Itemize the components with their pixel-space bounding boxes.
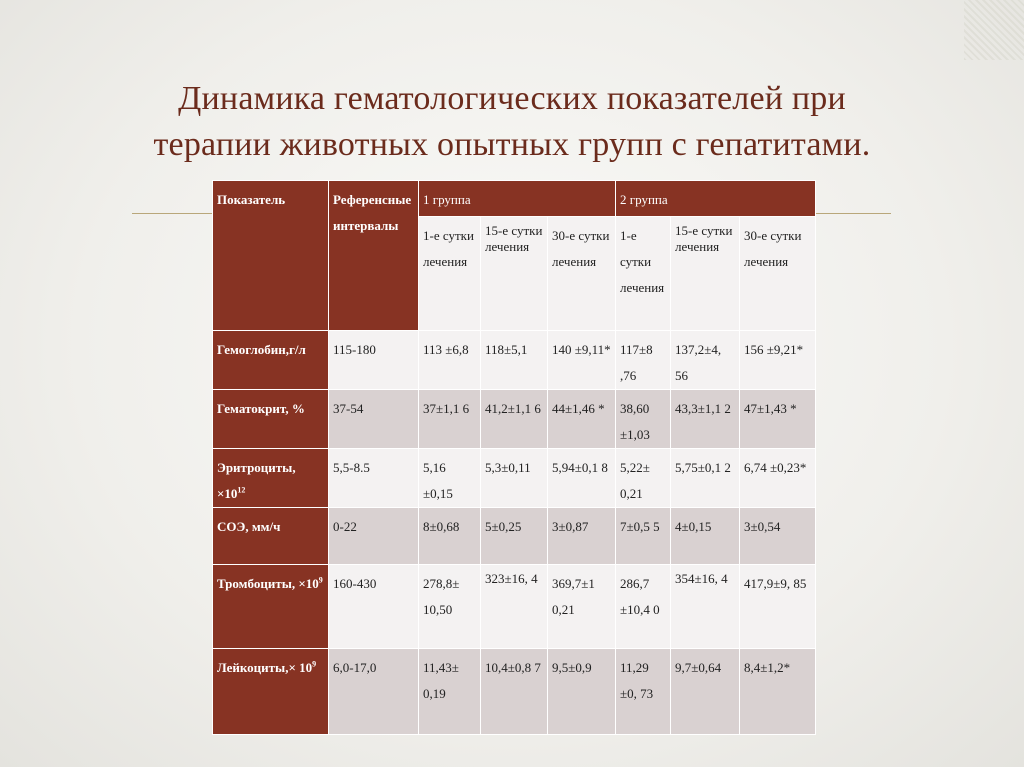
value-cell: 5,22± 0,21 [615, 448, 672, 508]
value-cell: 11,29 ±0, 73 [615, 648, 672, 735]
row-label: Эритроциты, ×1012 [212, 448, 329, 508]
value-cell: 117±8 ,76 [615, 330, 672, 390]
title-line-2: терапии животных опытных групп с гепатит… [153, 126, 871, 163]
value-cell: 7±0,5 5 [615, 507, 672, 565]
slide-title: Динамика гематологических показателей пр… [40, 76, 984, 168]
header-g2-day15: 15-е сутки лечения [670, 216, 741, 331]
header-g1-day1: 1-е сутки лечения [418, 216, 481, 331]
corner-texture [964, 0, 1024, 60]
title-rule-left [132, 213, 215, 214]
value-cell: 6,74 ±0,23* [739, 448, 817, 508]
reference-cell: 37-54 [328, 389, 419, 449]
value-cell: 5,16 ±0,15 [418, 448, 481, 508]
value-cell: 417,9±9, 85 [739, 564, 817, 649]
header-g2-day1: 1-е сутки лечения [615, 216, 672, 331]
reference-cell: 160-430 [328, 564, 419, 649]
value-cell: 5,75±0,1 2 [670, 448, 741, 508]
value-cell: 9,7±0,64 [670, 648, 741, 735]
value-cell: 37±1,1 6 [418, 389, 481, 449]
header-indicator: Показатель [212, 180, 329, 331]
value-cell: 5,3±0,11 [480, 448, 548, 508]
table-row: Лейкоциты,× 109 6,0-17,0 11,43± 0,19 10,… [212, 648, 817, 735]
value-cell: 3±0,87 [546, 507, 617, 565]
value-cell: 4±0,15 [670, 507, 741, 565]
value-cell: 43,3±1,1 2 [670, 389, 741, 449]
row-label-exponent: 9 [312, 659, 317, 669]
header-g1-day15: 15-е сутки лечения [480, 216, 548, 331]
value-cell: 286,7 ±10,4 0 [615, 564, 672, 649]
value-cell: 369,7±1 0,21 [546, 564, 617, 649]
row-label: СОЭ, мм/ч [212, 507, 329, 565]
value-cell: 10,4±0,8 7 [480, 648, 548, 735]
header-reference: Референсные интервалы [328, 180, 419, 331]
reference-cell: 5,5-8.5 [328, 448, 419, 508]
value-cell: 38,60 ±1,03 [615, 389, 672, 449]
row-label: Гемоглобин,г/л [212, 330, 329, 390]
value-cell: 354±16, 4 [670, 564, 741, 649]
table-row: СОЭ, мм/ч 0-22 8±0,68 5±0,25 3±0,87 7±0,… [212, 507, 817, 565]
value-cell: 156 ±9,21* [739, 330, 817, 390]
value-cell: 3±0,54 [739, 507, 817, 565]
header-group-1: 1 группа [417, 180, 617, 217]
value-cell: 5±0,25 [480, 507, 548, 565]
table-row: Эритроциты, ×1012 5,5-8.5 5,16 ±0,15 5,3… [212, 448, 817, 508]
header-g2-day30: 30-е сутки лечения [739, 216, 817, 331]
value-cell: 44±1,46 * [546, 389, 617, 449]
value-cell: 5,94±0,1 8 [546, 448, 617, 508]
value-cell: 41,2±1,1 6 [480, 389, 548, 449]
value-cell: 11,43± 0,19 [418, 648, 481, 735]
row-label-exponent: 12 [237, 485, 246, 495]
value-cell: 118±5,1 [480, 330, 548, 390]
row-label: Лейкоциты,× 109 [212, 648, 329, 735]
table-row: Тромбоциты, ×109 160-430 278,8± 10,50 32… [212, 564, 817, 649]
table-row: Гематокрит, % 37-54 37±1,1 6 41,2±1,1 6 … [212, 389, 817, 449]
title-rule-right [813, 213, 891, 214]
row-label: Гематокрит, % [212, 389, 329, 449]
reference-cell: 0-22 [328, 507, 419, 565]
value-cell: 47±1,43 * [739, 389, 817, 449]
value-cell: 323±16, 4 [480, 564, 548, 649]
reference-cell: 6,0-17,0 [328, 648, 419, 735]
header-g1-day30: 30-е сутки лечения [546, 216, 617, 331]
row-label-exponent: 9 [318, 575, 323, 585]
value-cell: 113 ±6,8 [418, 330, 481, 390]
value-cell: 8±0,68 [418, 507, 481, 565]
value-cell: 9,5±0,9 [546, 648, 617, 735]
header-group-2: 2 группа [615, 180, 817, 217]
reference-cell: 115-180 [328, 330, 419, 390]
title-line-1: Динамика гематологических показателей пр… [178, 80, 846, 117]
value-cell: 278,8± 10,50 [418, 564, 481, 649]
value-cell: 137,2±4, 56 [670, 330, 741, 390]
table-row: Гемоглобин,г/л 115-180 113 ±6,8 118±5,1 … [212, 330, 817, 390]
hematology-table: Показатель Референсные интервалы 1 групп… [212, 180, 817, 735]
value-cell: 140 ±9,11* [546, 330, 617, 390]
row-label: Тромбоциты, ×109 [212, 564, 329, 649]
value-cell: 8,4±1,2* [739, 648, 817, 735]
